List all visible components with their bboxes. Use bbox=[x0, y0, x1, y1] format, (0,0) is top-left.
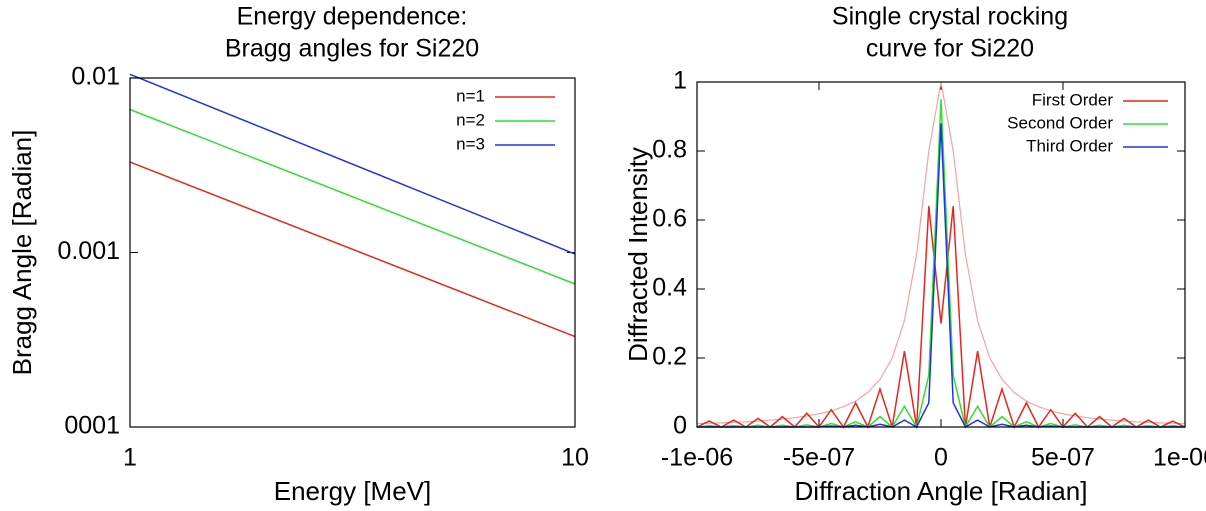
plot-frame bbox=[129, 77, 576, 428]
data-line bbox=[697, 123, 1185, 429]
x-tick-label: 1e-06 bbox=[1153, 444, 1206, 472]
plot-frame bbox=[696, 81, 1186, 428]
chart-title: Energy dependence: bbox=[237, 3, 468, 31]
y-tick-label: 0.01 bbox=[71, 63, 120, 91]
chart-title: curve for Si220 bbox=[866, 35, 1034, 63]
y-tick-label: 0 bbox=[673, 412, 687, 440]
data-line bbox=[696, 99, 1186, 429]
legend-label: n=1 bbox=[456, 86, 485, 105]
legend-label: Third Order bbox=[1026, 136, 1113, 155]
x-axis-label: Energy [MeV] bbox=[274, 476, 432, 506]
y-tick-label: 0.6 bbox=[652, 205, 687, 233]
legend-label: n=3 bbox=[456, 134, 485, 153]
x-tick-label: 10 bbox=[561, 444, 589, 472]
x-tick-label: 5e-07 bbox=[1031, 444, 1095, 472]
data-line bbox=[129, 161, 576, 338]
y-axis-label: Diffracted Intensity bbox=[623, 147, 653, 362]
x-tick-label: -1e-06 bbox=[661, 444, 733, 472]
data-line bbox=[129, 108, 576, 285]
chart-title: Bragg angles for Si220 bbox=[225, 35, 479, 63]
x-axis-label: Diffraction Angle [Radian] bbox=[795, 476, 1088, 506]
data-line bbox=[696, 206, 1186, 429]
y-tick-label: 1 bbox=[673, 67, 687, 95]
y-axis-label: Bragg Angle [Radian] bbox=[7, 130, 37, 376]
y-tick-label: 0.001 bbox=[57, 237, 120, 265]
x-tick-label: 0 bbox=[934, 444, 948, 472]
y-tick-label: 0.4 bbox=[652, 274, 687, 302]
chart-title: Single crystal rocking bbox=[832, 3, 1068, 31]
y-tick-label: 0.8 bbox=[652, 136, 687, 164]
y-tick-label: 0001 bbox=[64, 412, 120, 440]
data-line bbox=[129, 73, 576, 255]
y-tick-label: 0.2 bbox=[652, 343, 687, 371]
legend-label: Second Order bbox=[1007, 113, 1113, 132]
x-tick-label: 1 bbox=[123, 444, 137, 472]
x-tick-label: -5e-07 bbox=[783, 444, 855, 472]
legend-label: n=2 bbox=[456, 110, 485, 129]
legend-label: First Order bbox=[1032, 90, 1114, 109]
